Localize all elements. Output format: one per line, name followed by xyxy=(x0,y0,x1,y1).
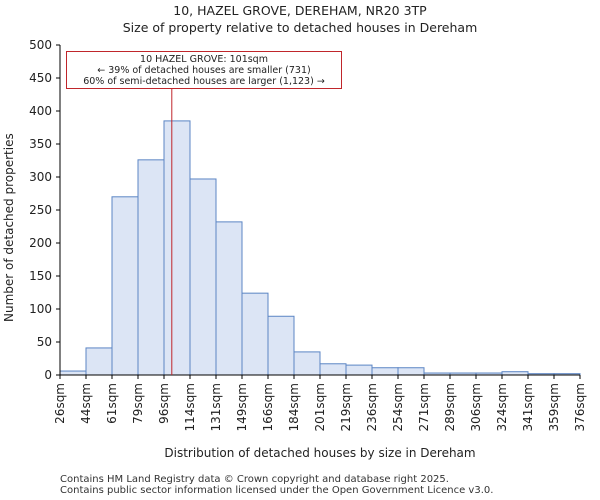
x-tick-label: 306sqm xyxy=(469,383,483,431)
y-tick-label: 350 xyxy=(29,137,52,151)
annotation-line-3: 60% of semi-detached houses are larger (… xyxy=(83,76,325,87)
x-tick-label: 44sqm xyxy=(79,383,93,424)
footer-line-1: Contains HM Land Registry data © Crown c… xyxy=(60,474,449,485)
x-tick-label: 341sqm xyxy=(521,383,535,431)
y-tick-label: 500 xyxy=(29,38,52,52)
chart-title: 10, HAZEL GROVE, DEREHAM, NR20 3TP xyxy=(173,3,427,18)
footer-line-2: Contains public sector information licen… xyxy=(60,485,494,496)
x-tick-label: 236sqm xyxy=(365,383,379,431)
y-tick-label: 0 xyxy=(44,368,52,382)
y-tick-label: 200 xyxy=(29,236,52,250)
x-tick-label: 61sqm xyxy=(105,383,119,424)
x-tick-label: 289sqm xyxy=(443,383,457,431)
annotation-line-2: ← 39% of detached houses are smaller (73… xyxy=(97,65,311,76)
x-tick-label: 131sqm xyxy=(209,383,223,431)
y-axis-label: Number of detached properties xyxy=(2,133,16,322)
x-tick-label: 376sqm xyxy=(573,383,587,431)
histogram-bar xyxy=(215,221,243,376)
y-tick-label: 450 xyxy=(29,71,52,85)
x-tick-label: 166sqm xyxy=(261,383,275,431)
x-tick-label: 149sqm xyxy=(235,383,249,431)
histogram-bar xyxy=(293,351,321,376)
histogram-bar xyxy=(267,315,295,376)
x-axis-label: Distribution of detached houses by size … xyxy=(164,446,475,460)
histogram-bar xyxy=(371,367,399,376)
x-tick-label: 201sqm xyxy=(313,383,327,431)
x-tick-label: 26sqm xyxy=(53,383,67,424)
histogram-bar xyxy=(85,347,113,376)
y-tick-label: 100 xyxy=(29,302,52,316)
y-tick-label: 250 xyxy=(29,203,52,217)
property-annotation-box: 10 HAZEL GROVE: 101sqm ← 39% of detached… xyxy=(66,51,342,89)
histogram-bar xyxy=(397,367,425,376)
histogram-bar xyxy=(189,178,217,376)
histogram-bar xyxy=(137,159,165,376)
y-tick-label: 400 xyxy=(29,104,52,118)
x-tick-label: 359sqm xyxy=(547,383,561,431)
histogram-bar xyxy=(241,292,269,376)
annotation-line-1: 10 HAZEL GROVE: 101sqm xyxy=(140,54,268,65)
x-tick-label: 114sqm xyxy=(183,383,197,431)
x-tick-label: 271sqm xyxy=(417,383,431,431)
histogram-bar xyxy=(319,363,347,376)
histogram-bar xyxy=(111,196,139,376)
histogram-bar xyxy=(59,370,87,376)
x-tick-label: 184sqm xyxy=(287,383,301,431)
chart-subtitle: Size of property relative to detached ho… xyxy=(122,20,478,35)
x-tick-label: 219sqm xyxy=(339,383,353,431)
x-tick-label: 254sqm xyxy=(391,383,405,431)
x-tick-label: 324sqm xyxy=(495,383,509,431)
histogram-bar xyxy=(345,364,373,376)
y-tick-label: 50 xyxy=(37,335,52,349)
histogram-bar xyxy=(163,120,191,376)
y-tick-label: 300 xyxy=(29,170,52,184)
y-tick-label: 150 xyxy=(29,269,52,283)
x-tick-label: 79sqm xyxy=(131,383,145,424)
x-tick-label: 96sqm xyxy=(157,383,171,424)
